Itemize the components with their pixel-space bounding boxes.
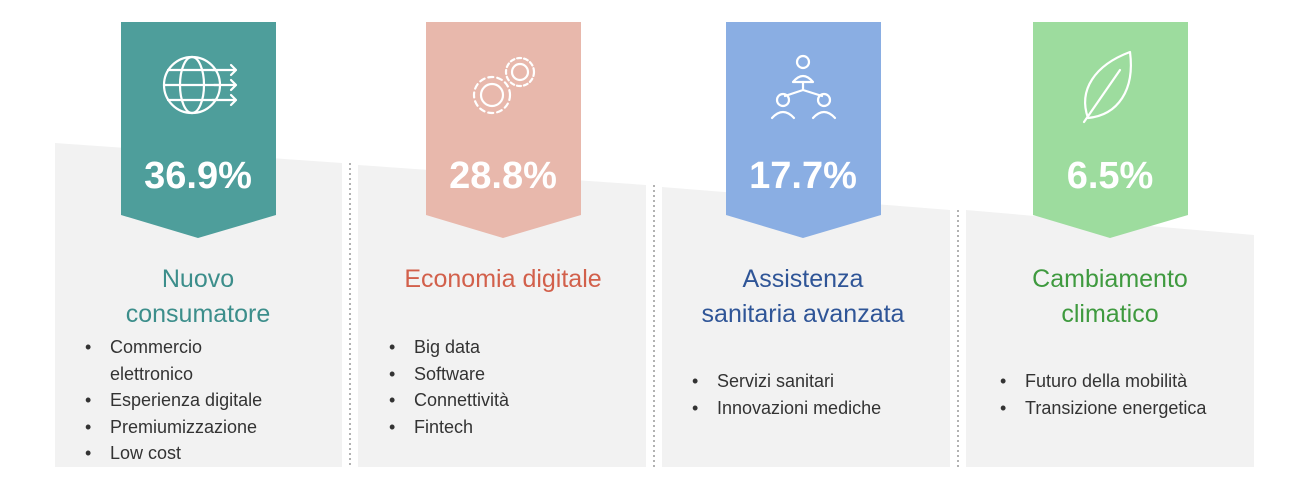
list-item: Software <box>389 361 654 388</box>
title-line: sanitaria avanzata <box>701 300 905 328</box>
globe-icon <box>162 55 238 115</box>
leaf-icon <box>1082 50 1132 124</box>
card-title: Cambiamento climatico <box>970 262 1250 332</box>
list-item: Transizione energetica <box>1000 395 1265 422</box>
banner <box>121 22 276 238</box>
list-item: Connettività <box>389 387 654 414</box>
banner <box>426 22 581 238</box>
title-line: climatico <box>1061 300 1159 328</box>
gears-icon <box>472 56 536 115</box>
list-item: Servizi sanitari <box>692 368 957 395</box>
percent: 28.8% <box>449 155 557 197</box>
list-item: Big data <box>389 334 654 361</box>
list-item: Esperienza digitale <box>85 387 285 414</box>
card-title: Economia digitale <box>363 262 643 297</box>
percent: 17.7% <box>749 155 857 197</box>
list-item: Premiumizzazione <box>85 414 285 441</box>
item-list: Futuro della mobilitàTransizione energet… <box>1000 368 1265 421</box>
item-list: Big dataSoftwareConnettivitàFintech <box>389 334 654 440</box>
item-list: Commercio elettronicoEsperienza digitale… <box>85 334 285 467</box>
list-item: Fintech <box>389 414 654 441</box>
title-line: consumatore <box>125 300 271 328</box>
card-title: Assistenza sanitaria avanzata <box>663 262 943 332</box>
list-item: Commercio elettronico <box>85 334 285 387</box>
title-line: Assistenza <box>742 265 864 293</box>
title-line: Nuovo <box>161 265 235 293</box>
list-item: Low cost <box>85 440 285 467</box>
percent: 6.5% <box>1066 155 1154 197</box>
banner <box>726 22 881 238</box>
percent: 36.9% <box>144 155 252 197</box>
banner <box>1033 22 1188 238</box>
list-item: Futuro della mobilità <box>1000 368 1265 395</box>
item-list: Servizi sanitariInnovazioni mediche <box>692 368 957 421</box>
title-line: Economia digitale <box>404 265 602 293</box>
panel <box>966 210 1254 467</box>
card-title: Nuovo consumatore <box>58 262 338 332</box>
org-icon <box>770 54 837 120</box>
title-line: Cambiamento <box>1032 265 1188 293</box>
list-item: Innovazioni mediche <box>692 395 957 422</box>
